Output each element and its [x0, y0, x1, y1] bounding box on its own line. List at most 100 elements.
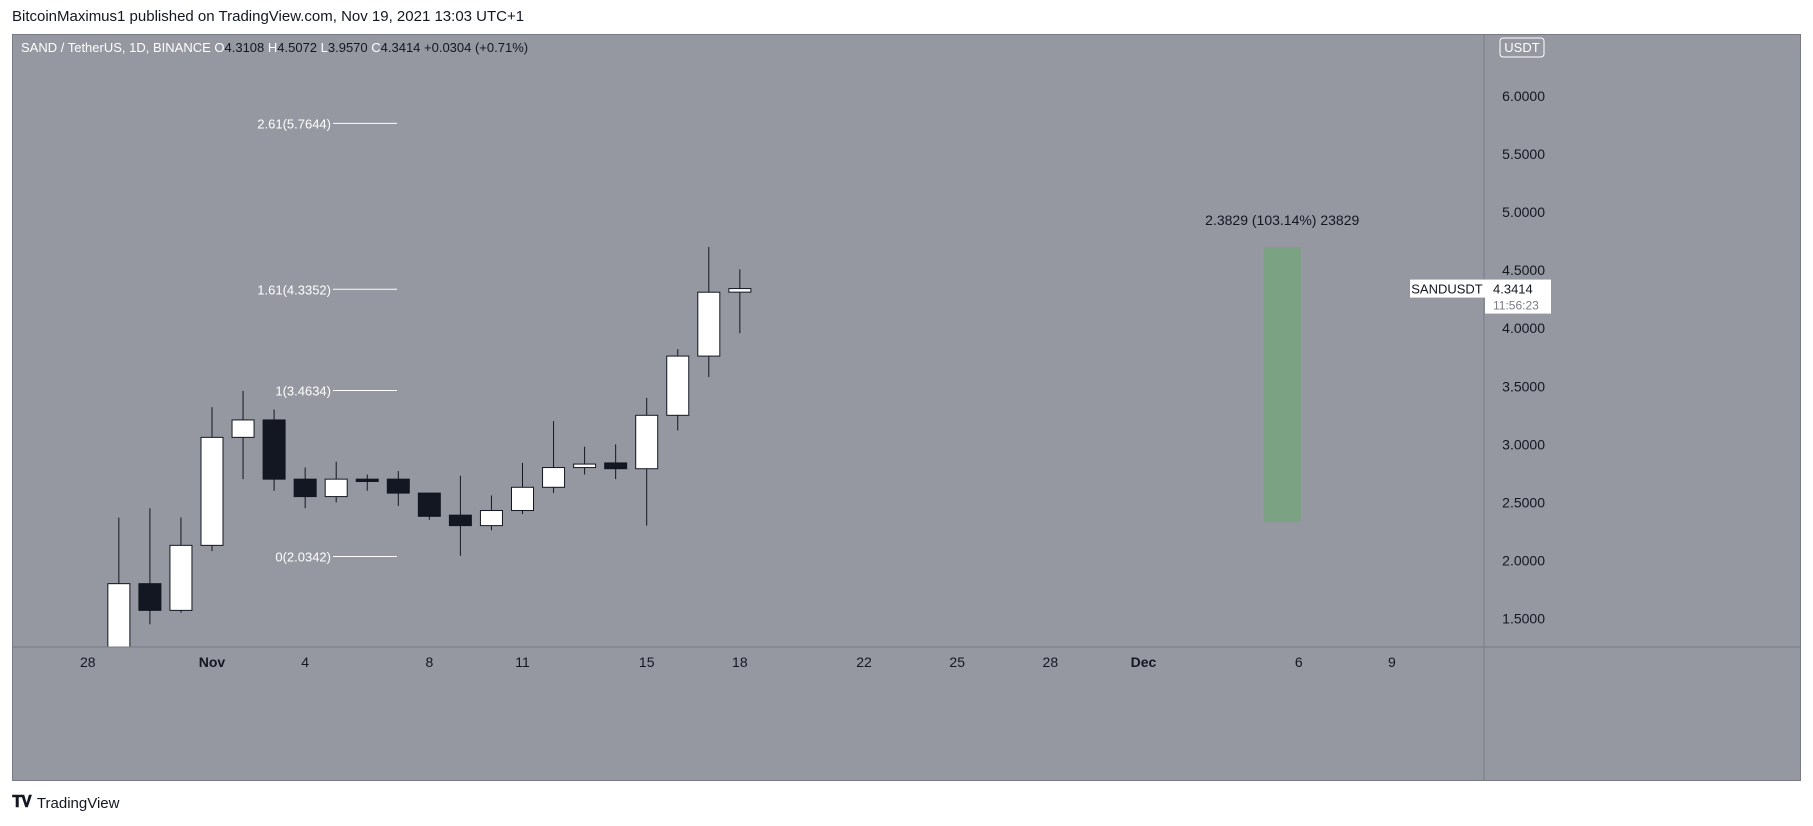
- candle-body: [573, 463, 597, 469]
- candles: [107, 246, 752, 648]
- candle-body: [417, 492, 441, 517]
- publisher-line: BitcoinMaximus1 published on TradingView…: [12, 8, 525, 25]
- legend-part: 4.3108: [225, 40, 268, 55]
- candle-body: [169, 544, 193, 611]
- x-tick-label: 28: [1043, 654, 1059, 670]
- candle-body: [479, 510, 503, 527]
- legend-part: 4.5072: [277, 40, 320, 55]
- symbol-tag-label: SANDUSDT: [1411, 282, 1483, 297]
- candle-body: [635, 414, 659, 470]
- chart-frame[interactable]: 2.61(5.7644) 1.61(4.3352) 1(3.4634) 0(2.034…: [12, 34, 1801, 781]
- currency-badge-label: USDT: [1504, 40, 1539, 55]
- measure-box-layer: 2.3829 (103.14%) 23829: [1205, 212, 1359, 523]
- bear-candle: [355, 474, 379, 491]
- x-tick-label: 25: [949, 654, 965, 670]
- bull-candle: [479, 495, 503, 531]
- bear-candle: [417, 492, 441, 520]
- legend: SAND / TetherUS, 1D, BINANCE O4.3108 H4.…: [21, 40, 528, 55]
- legend-part: 3.9570: [328, 40, 371, 55]
- currency-badge: USDT: [1499, 37, 1545, 58]
- candle-body: [666, 355, 690, 416]
- price-range-label: 2.3829 (103.14%) 23829: [1205, 212, 1359, 228]
- bull-candle: [231, 390, 255, 480]
- y-tick-label: 5.5000: [1502, 146, 1545, 162]
- candle-body: [542, 467, 566, 488]
- candlestick-chart[interactable]: 2.61(5.7644) 1.61(4.3352) 1(3.4634) 0(2.034…: [13, 35, 1800, 780]
- candle-body: [324, 478, 348, 498]
- legend-part: SAND / TetherUS, 1D, BINANCE: [21, 40, 214, 55]
- bear-candle: [293, 467, 317, 509]
- candle-body: [138, 583, 162, 611]
- ohlc-legend: SAND / TetherUS, 1D, BINANCE O4.3108 H4.…: [21, 40, 528, 55]
- bull-candle: [573, 446, 597, 475]
- candle-body: [604, 462, 628, 470]
- bull-candle: [169, 517, 193, 613]
- y-tick-label: 3.5000: [1502, 378, 1545, 394]
- legend-part: C: [371, 40, 380, 55]
- candle-body: [107, 583, 131, 648]
- x-tick-label: 4: [301, 654, 309, 670]
- y-tick-label: 1.5000: [1502, 611, 1545, 627]
- axes: 6.0000 5.5000 5.0000 4.5000 4.0000 3.5000 3.00…: [13, 35, 1800, 780]
- x-tick-label: 28: [80, 654, 96, 670]
- bear-candle: [386, 471, 410, 506]
- y-tick-label: 3.0000: [1502, 436, 1545, 452]
- last-price-label: 4.3414: [1493, 282, 1533, 297]
- bull-candle: [697, 246, 721, 377]
- x-tick-label: 15: [639, 654, 655, 670]
- bear-candle: [138, 508, 162, 625]
- fib-level-label: 1.61(4.3352): [257, 282, 331, 297]
- x-tick-label: Nov: [199, 654, 226, 670]
- bull-candle: [511, 462, 534, 514]
- x-tick-label: 6: [1295, 654, 1303, 670]
- candle-body: [231, 419, 255, 438]
- bear-candle: [448, 475, 472, 556]
- x-tick-label: 11: [515, 654, 530, 670]
- bull-candle: [200, 407, 224, 552]
- bull-candle: [107, 517, 131, 648]
- footer-brand-label: TradingView: [36, 794, 120, 812]
- fib-level-label: 1(3.4634): [275, 384, 331, 399]
- legend-part: H: [268, 40, 277, 55]
- bull-candle: [542, 421, 566, 494]
- y-tick-label: 2.0000: [1502, 552, 1545, 568]
- bull-candle: [666, 349, 690, 431]
- symbol-tag-box: [1410, 279, 1485, 298]
- bull-candle: [324, 461, 348, 503]
- y-tick-label: 2.5000: [1502, 494, 1545, 510]
- candle-body: [355, 478, 379, 482]
- candle-body: [448, 514, 472, 527]
- candle-body: [386, 478, 410, 494]
- x-tick-label: Dec: [1131, 654, 1157, 670]
- candle-body: [293, 478, 317, 498]
- last-price-tag: 4.3414 11:56:23: [1485, 279, 1551, 314]
- currency-badge-box: [1499, 37, 1545, 58]
- bear-candle: [262, 409, 286, 491]
- price-range-box: [1263, 246, 1301, 523]
- legend-part: L: [321, 40, 328, 55]
- legend-part: +0.0304 (+0.71%): [424, 40, 528, 55]
- x-tick-label: 8: [425, 654, 433, 670]
- y-tick-label: 5.0000: [1502, 204, 1545, 220]
- x-tick-label: 22: [856, 654, 872, 670]
- legend-part: 4.3414: [381, 40, 424, 55]
- y-tick-label: 4.5000: [1502, 262, 1545, 278]
- last-price-box: [1485, 279, 1551, 314]
- countdown-label: 11:56:23: [1493, 299, 1539, 313]
- footer-brand[interactable]: 𝐓𝐕 TradingView: [12, 794, 119, 812]
- y-tick-label: 4.0000: [1502, 320, 1545, 336]
- bull-candle: [635, 397, 659, 526]
- fib-level-label: 0(2.0342): [275, 549, 331, 564]
- candle-body: [728, 288, 752, 293]
- x-tick-label: 9: [1388, 654, 1396, 670]
- y-tick-label: 6.0000: [1502, 88, 1545, 104]
- candle-body: [262, 419, 286, 480]
- fib-level-label: 2.61(5.7644): [257, 116, 331, 131]
- candle-body: [200, 436, 224, 546]
- fib-levels: 2.61(5.7644) 1.61(4.3352) 1(3.4634) 0(2.034…: [257, 116, 397, 564]
- bear-candle: [604, 444, 628, 480]
- symbol-tag: SANDUSDT: [1410, 279, 1485, 298]
- bull-candle: [728, 269, 752, 334]
- legend-part: O: [214, 40, 224, 55]
- x-tick-label: 18: [732, 654, 748, 670]
